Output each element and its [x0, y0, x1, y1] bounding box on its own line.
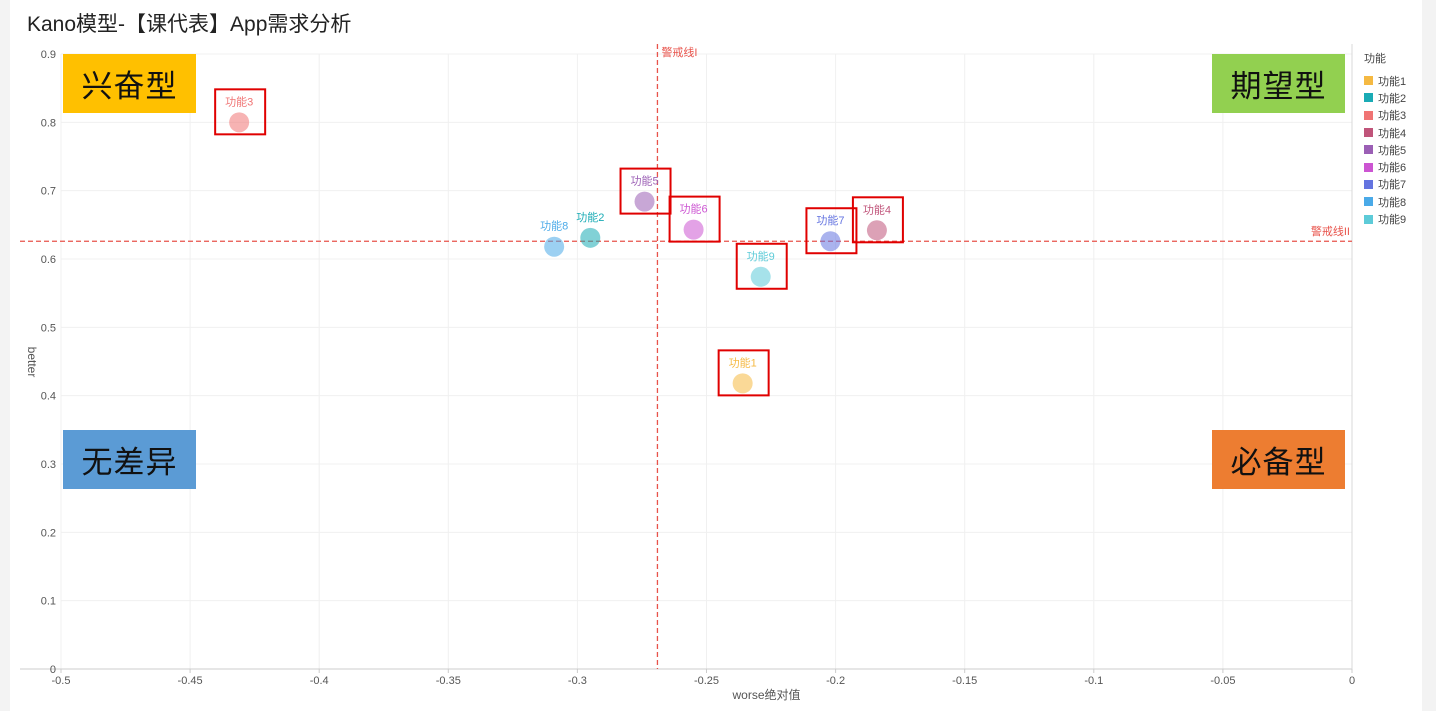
warning-line-horizontal-label: 警戒线II — [1311, 224, 1350, 238]
x-tick-label-7: -0.15 — [952, 675, 977, 687]
x-tick-label-9: -0.05 — [1210, 675, 1235, 687]
legend-swatch-4 — [1364, 128, 1373, 138]
y-tick-label-6: 0.6 — [41, 254, 56, 266]
point-label-5: 功能5 — [630, 174, 658, 188]
x-tick-label-3: -0.35 — [436, 675, 461, 687]
quadrant-label-top-right: 期望型 — [1212, 54, 1345, 113]
right-edge-strip — [1422, 0, 1436, 711]
point-1 — [732, 373, 753, 394]
legend: 功能 功能1 功能2 功能3 功能4 功能5 功能6 功能7 功能8 功能9 — [1364, 50, 1406, 228]
x-tick-label-2: -0.4 — [310, 675, 329, 687]
highlight-box-3 — [214, 88, 267, 136]
y-tick-label-3: 0.3 — [41, 459, 56, 471]
y-tick-label-1: 0.1 — [41, 596, 56, 608]
x-tick-label-0: -0.5 — [52, 675, 71, 687]
point-7 — [820, 231, 841, 252]
legend-label-3: 功能3 — [1378, 110, 1407, 123]
point-3 — [229, 112, 250, 133]
legend-item-7[interactable]: 功能7 — [1364, 176, 1406, 193]
quadrant-label-bottom-right: 必备型 — [1212, 430, 1345, 489]
point-4 — [866, 220, 887, 241]
legend-item-2[interactable]: 功能2 — [1364, 89, 1406, 106]
legend-item-1[interactable]: 功能1 — [1364, 72, 1406, 89]
y-tick-label-4: 0.4 — [41, 391, 56, 403]
point-label-7: 功能7 — [816, 213, 844, 227]
legend-swatch-7 — [1364, 179, 1373, 189]
y-tick-label-5: 0.5 — [41, 322, 56, 334]
chart-title: Kano模型-【课代表】App需求分析 — [27, 13, 352, 36]
x-tick-label-8: -0.1 — [1084, 675, 1103, 687]
quadrant-label-bottom-left: 无差异 — [63, 430, 196, 489]
legend-label-7: 功能7 — [1378, 179, 1407, 192]
legend-label-1: 功能1 — [1378, 75, 1407, 88]
point-label-4: 功能4 — [863, 202, 891, 216]
highlight-box-9 — [735, 242, 788, 290]
point-label-3: 功能3 — [225, 94, 253, 108]
legend-label-5: 功能5 — [1378, 144, 1407, 157]
left-edge-strip — [0, 0, 10, 711]
x-axis-title: worse绝对值 — [731, 687, 800, 702]
x-tick-label-5: -0.25 — [694, 675, 719, 687]
legend-swatch-9 — [1364, 214, 1373, 224]
point-9 — [750, 266, 771, 287]
legend-label-8: 功能8 — [1378, 196, 1407, 209]
y-tick-label-8: 0.8 — [41, 117, 56, 129]
highlight-box-7 — [805, 207, 858, 255]
quadrant-label-top-left: 兴奋型 — [63, 54, 196, 113]
point-2 — [580, 227, 601, 248]
y-axis-title: better — [25, 347, 39, 378]
legend-item-4[interactable]: 功能4 — [1364, 124, 1406, 141]
y-tick-label-9: 0.9 — [41, 49, 56, 61]
warning-line-vertical-label: 警戒线I — [661, 45, 697, 59]
legend-label-2: 功能2 — [1378, 92, 1407, 105]
x-tick-label-10: 0 — [1349, 675, 1355, 687]
point-label-8: 功能8 — [540, 219, 568, 233]
highlight-box-6 — [668, 195, 721, 243]
legend-label-6: 功能6 — [1378, 162, 1407, 175]
y-tick-label-2: 0.2 — [41, 527, 56, 539]
x-tick-label-4: -0.3 — [568, 675, 587, 687]
y-tick-label-7: 0.7 — [41, 186, 56, 198]
legend-label-9: 功能9 — [1378, 214, 1407, 227]
point-label-1: 功能1 — [729, 355, 757, 369]
point-6 — [683, 219, 704, 240]
legend-label-4: 功能4 — [1378, 127, 1407, 140]
point-label-6: 功能6 — [680, 202, 708, 216]
x-tick-label-1: -0.45 — [178, 675, 203, 687]
point-8 — [544, 236, 565, 257]
legend-item-8[interactable]: 功能8 — [1364, 193, 1406, 210]
legend-item-6[interactable]: 功能6 — [1364, 158, 1406, 175]
legend-swatch-3 — [1364, 110, 1373, 120]
legend-item-9[interactable]: 功能9 — [1364, 210, 1406, 227]
y-tick-label-0: 0 — [50, 664, 56, 676]
point-label-2: 功能2 — [576, 210, 604, 224]
legend-swatch-8 — [1364, 197, 1373, 207]
x-tick-label-6: -0.2 — [826, 675, 845, 687]
legend-swatch-1 — [1364, 76, 1373, 86]
legend-item-3[interactable]: 功能3 — [1364, 107, 1406, 124]
point-5 — [634, 191, 655, 212]
legend-swatch-2 — [1364, 93, 1373, 103]
point-label-9: 功能9 — [747, 249, 775, 263]
legend-item-5[interactable]: 功能5 — [1364, 141, 1406, 158]
highlight-box-1 — [717, 349, 770, 397]
legend-swatch-6 — [1364, 162, 1373, 172]
highlight-box-5 — [619, 167, 672, 215]
legend-title: 功能 — [1364, 53, 1386, 65]
legend-swatch-5 — [1364, 145, 1373, 155]
highlight-box-4 — [851, 196, 904, 244]
